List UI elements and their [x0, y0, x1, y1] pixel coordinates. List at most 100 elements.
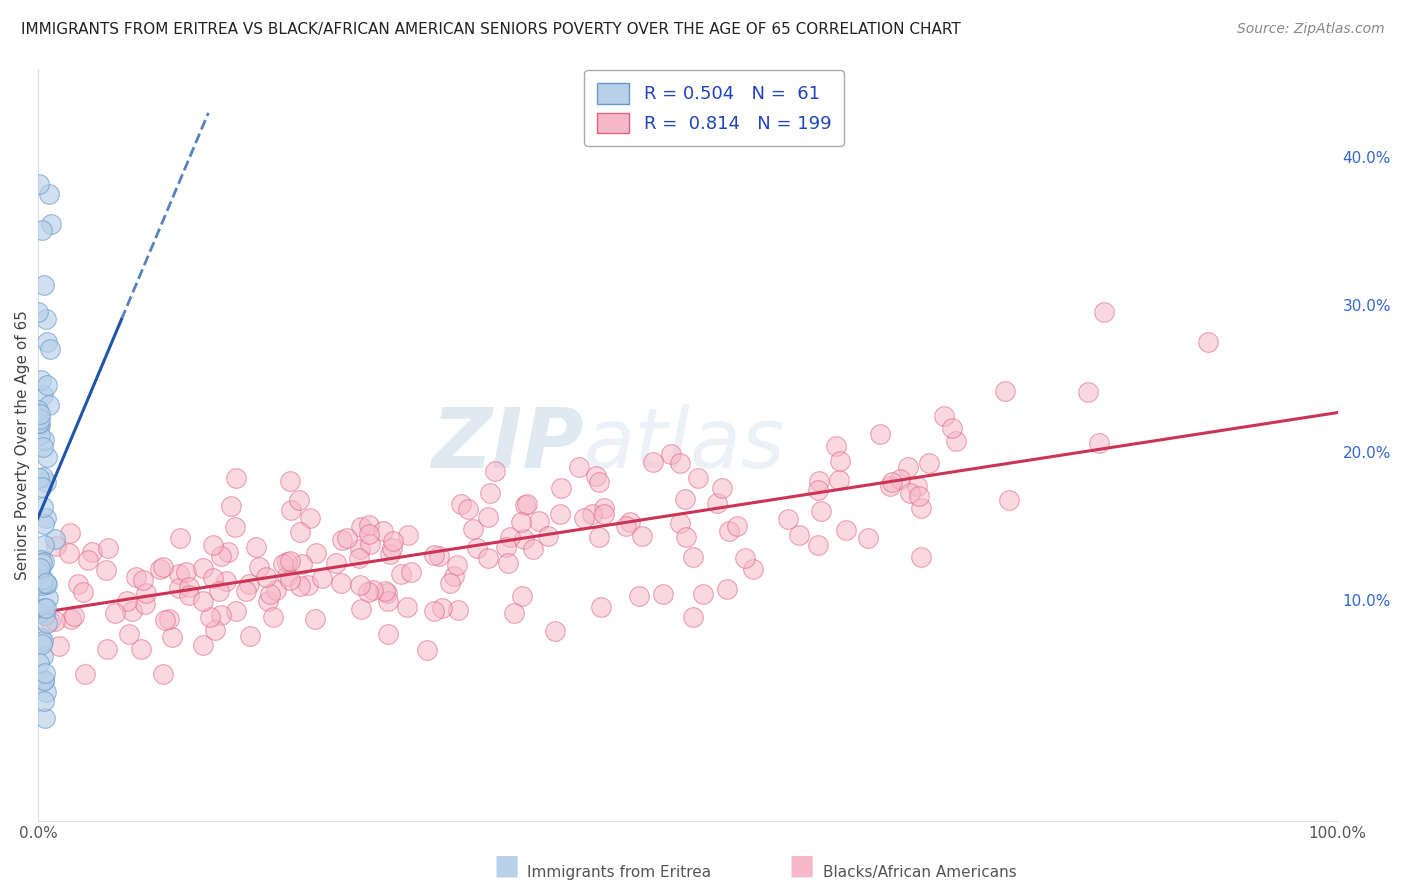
Point	[447, 603, 470, 617]
Point	[245, 540, 267, 554]
Point	[478, 486, 501, 500]
Point	[264, 583, 287, 598]
Point	[257, 594, 280, 608]
Point	[522, 541, 544, 556]
Point	[121, 604, 143, 618]
Point	[311, 571, 333, 585]
Point	[299, 510, 322, 524]
Point	[177, 588, 200, 602]
Point	[34, 607, 56, 622]
Point	[177, 581, 200, 595]
Point	[446, 558, 468, 573]
Point	[38, 398, 60, 412]
Point	[31, 223, 53, 237]
Point	[641, 455, 664, 469]
Point	[669, 516, 692, 531]
Point	[716, 582, 738, 597]
Point	[34, 665, 56, 680]
Point	[361, 583, 384, 598]
Point	[115, 594, 138, 608]
Point	[35, 511, 58, 525]
Point	[945, 434, 967, 449]
Point	[994, 384, 1017, 398]
Point	[359, 518, 381, 533]
Point	[572, 510, 595, 524]
Point	[377, 585, 399, 599]
Point	[208, 583, 231, 598]
Point	[325, 556, 347, 570]
Point	[673, 492, 696, 507]
Point	[382, 533, 405, 548]
Point	[659, 446, 682, 460]
Point	[682, 550, 704, 565]
Point	[377, 593, 399, 607]
Point	[439, 576, 461, 591]
Point	[631, 529, 654, 543]
Point	[280, 503, 302, 517]
Point	[477, 551, 499, 566]
Point	[416, 643, 439, 657]
Point	[224, 520, 246, 534]
Point	[32, 278, 55, 293]
Point	[225, 471, 247, 485]
Point	[202, 538, 225, 552]
Point	[31, 440, 53, 454]
Point	[389, 567, 412, 582]
Text: Immigrants from Eritrea: Immigrants from Eritrea	[527, 864, 711, 880]
Point	[169, 581, 191, 595]
Point	[585, 469, 607, 483]
Point	[104, 607, 127, 621]
Point	[96, 641, 118, 656]
Point	[278, 474, 301, 488]
Point	[297, 578, 319, 592]
Point	[1077, 384, 1099, 399]
Point	[37, 615, 59, 630]
Point	[484, 464, 506, 478]
Point	[28, 561, 51, 575]
Point	[498, 530, 520, 544]
Point	[32, 576, 55, 591]
Point	[510, 516, 533, 530]
Point	[396, 528, 419, 542]
Text: ■: ■	[494, 852, 519, 880]
Point	[467, 541, 489, 555]
Point	[682, 610, 704, 624]
Point	[734, 551, 756, 566]
Point	[34, 575, 56, 590]
Point	[371, 524, 394, 538]
Point	[44, 614, 66, 628]
Point	[153, 613, 176, 627]
Point	[221, 499, 243, 513]
Point	[1092, 305, 1115, 319]
Point	[32, 674, 55, 689]
Point	[35, 450, 58, 465]
Point	[30, 631, 52, 645]
Y-axis label: Seniors Poverty Over the Age of 65: Seniors Poverty Over the Age of 65	[15, 310, 30, 580]
Point	[810, 504, 832, 518]
Point	[918, 456, 941, 470]
Point	[28, 607, 51, 621]
Point	[27, 304, 49, 318]
Point	[347, 550, 370, 565]
Point	[30, 553, 52, 567]
Point	[28, 566, 51, 580]
Point	[377, 626, 399, 640]
Point	[330, 533, 353, 547]
Point	[239, 629, 262, 643]
Point	[807, 538, 830, 552]
Point	[432, 600, 454, 615]
Point	[941, 420, 963, 434]
Point	[247, 559, 270, 574]
Point	[198, 610, 221, 624]
Point	[37, 334, 59, 349]
Point	[41, 217, 63, 231]
Point	[235, 584, 257, 599]
Point	[201, 571, 224, 585]
Point	[37, 591, 59, 605]
Point	[209, 607, 232, 622]
Point	[457, 501, 479, 516]
Point	[592, 507, 614, 521]
Point	[429, 549, 451, 563]
Point	[422, 604, 444, 618]
Point	[807, 483, 830, 497]
